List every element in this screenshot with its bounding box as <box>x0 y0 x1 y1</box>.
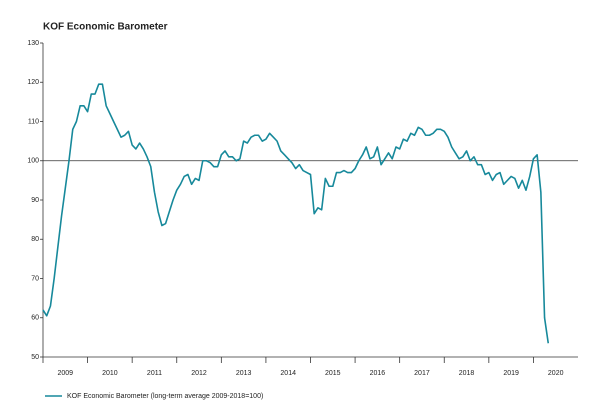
x-tick-label: 2014 <box>280 370 296 377</box>
y-tick-label: 130 <box>27 40 39 47</box>
x-tick-label: 2012 <box>191 370 207 377</box>
x-tick-label: 2009 <box>58 370 74 377</box>
y-tick-label: 50 <box>31 354 39 361</box>
x-tick-label: 2019 <box>503 370 519 377</box>
y-tick-label: 110 <box>28 118 39 125</box>
y-tick-label: 120 <box>27 79 39 86</box>
x-tick-label: 2020 <box>548 370 564 377</box>
legend-label: KOF Economic Barometer (long-term averag… <box>67 393 263 400</box>
series-line <box>42 83 550 344</box>
y-tick-label: 100 <box>27 158 39 165</box>
y-tick-label: 60 <box>31 315 39 322</box>
x-tick-label: 2010 <box>102 370 118 377</box>
x-tick-label: 2013 <box>236 370 252 377</box>
chart-title: KOF Economic Barometer <box>43 22 168 33</box>
x-tick-label: 2015 <box>325 370 341 377</box>
x-tick-label: 2016 <box>370 370 386 377</box>
x-tick-label: 2011 <box>147 370 162 377</box>
y-tick-label: 70 <box>31 275 39 282</box>
y-tick-label: 80 <box>31 236 39 243</box>
y-tick-label: 90 <box>31 197 39 204</box>
x-tick-label: 2017 <box>414 370 430 377</box>
x-tick-label: 2018 <box>459 370 475 377</box>
